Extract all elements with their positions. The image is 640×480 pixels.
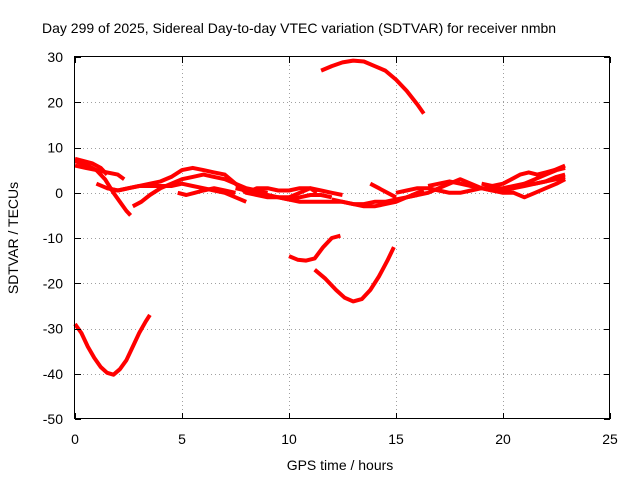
y-tick-label: -40 [43,366,63,382]
data-series [73,58,567,377]
series-line-arc-13 [369,181,397,200]
series-line-arc-16 [313,246,396,304]
x-tick-label: 0 [71,431,79,447]
axis-ticks: 0 5 10 15 20 25 -50 -40 -30 -20 -10 0 10 20 30 [43,49,618,447]
y-tick-label: 10 [47,140,63,156]
series-line-arc-2 [74,159,133,217]
grid [75,57,610,419]
y-axis-title: SDTVAR / TECUs [5,182,21,294]
series-line-arc-15 [288,233,341,263]
y-tick-label: 30 [47,49,63,65]
series-line-arc-4 [74,156,109,176]
plot-frame [74,56,610,419]
y-tick-label: -20 [43,275,63,291]
x-tick-label: 25 [602,431,618,447]
series-line-arc-7 [131,172,269,209]
series-line-arc-21 [502,172,566,193]
chart-title: Day 299 of 2025, Sidereal Day-to-day VTE… [42,20,556,36]
series-line-arc-19 [427,165,566,193]
y-tick-label: -50 [43,411,63,427]
x-tick-label: 15 [388,431,404,447]
x-tick-label: 20 [495,431,511,447]
y-tick-label: -30 [43,321,63,337]
x-tick-label: 5 [178,431,186,447]
y-tick-label: 20 [47,94,63,110]
series-line-arc-8 [177,186,236,197]
series-line-arc-9 [235,186,418,207]
series-line-arc-20 [481,163,566,188]
series-line-arc-11 [278,186,343,200]
series-line-arc-1 [73,313,152,377]
x-tick-label: 10 [281,431,297,447]
series-line-arc-6 [106,181,247,204]
x-axis-title: GPS time / hours [287,457,394,473]
series-line-arc-14 [320,58,426,115]
y-tick-label: 0 [55,185,63,201]
y-tick-label: -10 [43,230,63,246]
